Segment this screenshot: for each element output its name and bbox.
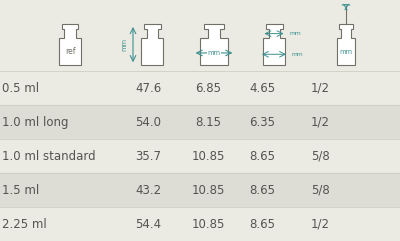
Text: 8.65: 8.65 [249,218,275,230]
Text: 1/2: 1/2 [310,218,330,230]
Text: 1/2: 1/2 [310,116,330,128]
Text: 10.85: 10.85 [191,218,225,230]
Bar [0,173,400,207]
Text: 6.35: 6.35 [249,116,275,128]
Bar [0,139,400,173]
Text: 47.6: 47.6 [135,82,161,94]
Text: 8.65: 8.65 [249,184,275,196]
Text: mm: mm [292,52,304,57]
Bar [0,0,400,71]
Polygon shape [141,24,163,65]
Text: mm: mm [208,50,220,56]
Polygon shape [337,24,355,65]
Text: 8.65: 8.65 [249,150,275,162]
Text: mm: mm [290,31,301,36]
Text: 2.25 ml: 2.25 ml [2,218,47,230]
Text: 10.85: 10.85 [191,150,225,162]
Bar [0,207,400,241]
Polygon shape [263,24,285,65]
Polygon shape [59,24,81,65]
Text: 1.0 ml long: 1.0 ml long [2,116,68,128]
Text: 4.65: 4.65 [249,82,275,94]
Bar [0,105,400,139]
Text: 10.85: 10.85 [191,184,225,196]
Text: 54.0: 54.0 [135,116,161,128]
Text: 35.7: 35.7 [135,150,161,162]
Text: 8.15: 8.15 [195,116,221,128]
Text: 1/2: 1/2 [310,82,330,94]
Text: mm: mm [340,49,352,55]
Text: ref: ref [65,47,75,56]
Text: 5/8: 5/8 [311,150,329,162]
Text: 43.2: 43.2 [135,184,161,196]
Bar [0,71,400,105]
Text: 1.5 ml: 1.5 ml [2,184,39,196]
Text: 6.85: 6.85 [195,82,221,94]
Text: 0.5 ml: 0.5 ml [2,82,39,94]
Text: 54.4: 54.4 [135,218,161,230]
Text: 5/8: 5/8 [311,184,329,196]
Text: mm: mm [121,38,127,51]
Text: 1.0 ml standard: 1.0 ml standard [2,150,96,162]
Polygon shape [200,24,228,65]
